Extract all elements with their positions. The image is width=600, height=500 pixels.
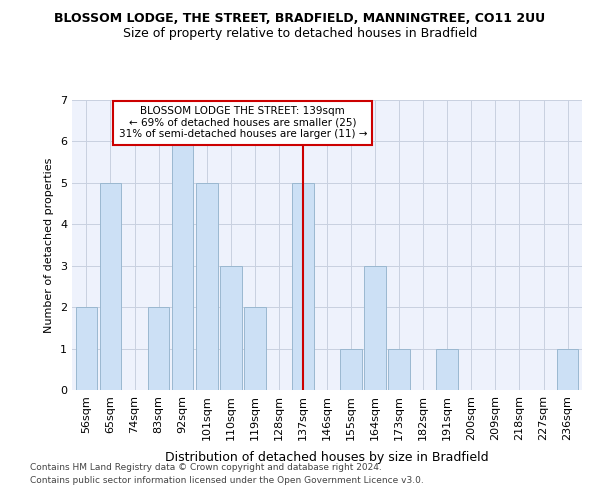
Bar [196, 183, 218, 390]
Bar [76, 307, 97, 390]
Text: Size of property relative to detached houses in Bradfield: Size of property relative to detached ho… [123, 28, 477, 40]
Bar [100, 183, 121, 390]
Bar [436, 348, 458, 390]
Bar [557, 348, 578, 390]
Bar [244, 307, 266, 390]
Text: Contains public sector information licensed under the Open Government Licence v3: Contains public sector information licen… [30, 476, 424, 485]
Bar [364, 266, 386, 390]
Bar [220, 266, 242, 390]
Bar [172, 142, 193, 390]
Text: BLOSSOM LODGE, THE STREET, BRADFIELD, MANNINGTREE, CO11 2UU: BLOSSOM LODGE, THE STREET, BRADFIELD, MA… [55, 12, 545, 26]
Bar [388, 348, 410, 390]
Bar [292, 183, 314, 390]
Bar [148, 307, 169, 390]
Bar [340, 348, 362, 390]
Text: Contains HM Land Registry data © Crown copyright and database right 2024.: Contains HM Land Registry data © Crown c… [30, 464, 382, 472]
Text: BLOSSOM LODGE THE STREET: 139sqm
← 69% of detached houses are smaller (25)
31% o: BLOSSOM LODGE THE STREET: 139sqm ← 69% o… [119, 106, 367, 140]
X-axis label: Distribution of detached houses by size in Bradfield: Distribution of detached houses by size … [165, 451, 489, 464]
Y-axis label: Number of detached properties: Number of detached properties [44, 158, 55, 332]
